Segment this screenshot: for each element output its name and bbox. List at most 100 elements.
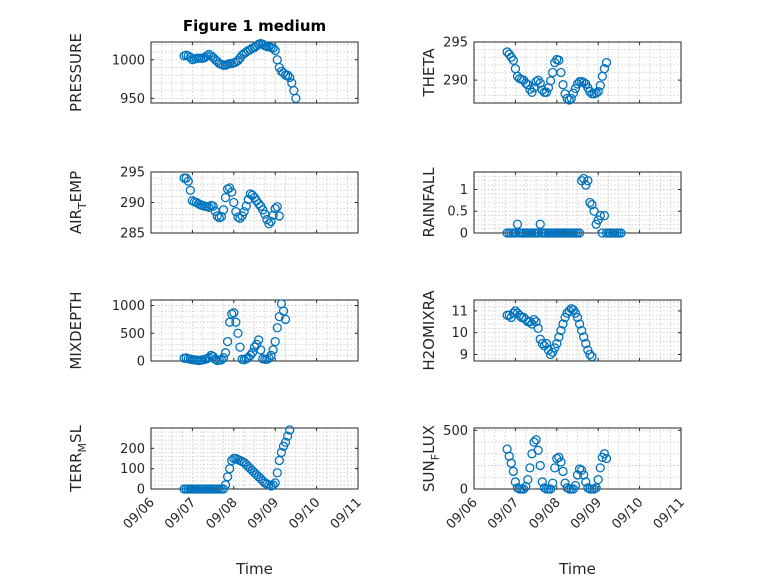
subplot-air-temp: 285 290 295 AIRTEMP: [67, 166, 359, 242]
subplot-h2omixra: 9 10 11 H2OMIXRA: [420, 290, 682, 371]
data-point: [554, 452, 564, 462]
y-tick-label: 290: [120, 196, 145, 211]
data-point: [270, 45, 280, 56]
subplot-rainfall: 0 0.5 1 RAINFALL: [420, 167, 682, 242]
data-point: [239, 206, 249, 217]
data-point: [262, 214, 272, 225]
data-point: [216, 211, 227, 222]
data-point: [233, 212, 243, 222]
axes-box: [150, 299, 359, 362]
data-point: [556, 457, 566, 467]
data-point: [548, 478, 558, 488]
data-point: [595, 210, 605, 221]
data-point: [256, 345, 266, 355]
data-point: [574, 319, 585, 329]
data-point: [535, 460, 545, 471]
grid-lines: [151, 172, 358, 233]
x-tick-label: 09/08: [527, 495, 564, 532]
data-point: [545, 349, 556, 360]
grid-lines: [474, 300, 681, 361]
data-point: [529, 83, 539, 93]
y-tick-label: 285: [120, 227, 145, 242]
data-point: [272, 202, 282, 212]
data-point: [581, 180, 591, 190]
data-point: [599, 449, 610, 459]
data-point: [512, 219, 523, 229]
data-point: [570, 480, 581, 491]
data-point: [253, 335, 264, 345]
data-point: [268, 43, 278, 53]
x-tick-label: 09/10: [286, 495, 323, 532]
data-point: [285, 72, 295, 83]
data-point: [525, 463, 535, 473]
data-point: [237, 211, 247, 221]
y-tick-label: 290: [443, 74, 468, 89]
data-point: [282, 431, 293, 441]
data-point: [220, 348, 231, 358]
y-axis-label: AIRTEMP: [67, 171, 89, 234]
data-point: [581, 477, 591, 487]
data-point: [241, 201, 251, 211]
data-point: [523, 474, 533, 485]
data-point: [266, 350, 276, 361]
data-point: [276, 447, 287, 458]
data-point: [591, 219, 601, 229]
subplot-terr-msl: 09/06 09/07 09/08 09/09 09/10 09/11 0 100 200 TER…: [67, 424, 365, 578]
data-point: [554, 55, 564, 65]
x-tick-label: 09/06: [121, 495, 158, 532]
y-tick-label: 0: [460, 483, 468, 498]
data-point: [216, 355, 227, 365]
grid-lines: [474, 172, 681, 233]
data-point: [587, 200, 597, 210]
data-point: [266, 216, 276, 227]
y-axis-label: THETA: [420, 48, 438, 98]
subplot-pressure: 950 1000 PRESSURE Figure 1 medium: [67, 17, 359, 112]
data-point: [212, 211, 222, 221]
subplot-sun-flux: 09/06 09/07 09/08 09/09 09/10 09/11 0 500SUNFLU…: [420, 424, 688, 578]
data-point: [591, 483, 601, 493]
y-axis-label: PRESSURE: [67, 33, 85, 112]
data-point: [508, 308, 518, 318]
data-point: [531, 317, 541, 327]
data-point: [558, 319, 568, 329]
data-point: [533, 323, 543, 333]
y-tick-label: 10: [451, 326, 468, 341]
y-tick-label: 100: [120, 462, 145, 477]
data-point: [585, 349, 595, 360]
x-tick-label: 09/09: [245, 495, 282, 532]
data-point: [585, 197, 595, 208]
data-point: [506, 312, 516, 323]
data-point: [185, 185, 195, 195]
data-point: [268, 345, 278, 355]
data-point: [581, 338, 591, 349]
data-point: [539, 483, 550, 493]
grid-lines: [151, 42, 358, 103]
data-point: [529, 437, 539, 447]
data-point: [272, 323, 282, 333]
data-point: [560, 312, 570, 323]
data-point: [531, 435, 541, 445]
data-point: [193, 199, 204, 209]
grid-lines: [151, 428, 358, 489]
y-axis-label: TERRMSL: [67, 424, 89, 493]
y-tick-label: 1000: [112, 53, 145, 68]
y-tick-label: 11: [451, 304, 468, 319]
data-point: [589, 484, 599, 494]
data-point: [183, 176, 193, 186]
data-point: [229, 197, 239, 208]
x-tick-label: 09/09: [568, 495, 605, 532]
data-point: [537, 338, 547, 349]
y-tick-label: 200: [120, 442, 145, 457]
y-tick-label: 1: [460, 183, 468, 198]
data-point: [545, 76, 556, 86]
data-point: [550, 463, 560, 473]
data-point: [601, 57, 612, 68]
data-point: [247, 348, 258, 358]
data-point: [235, 342, 245, 352]
data-point: [278, 306, 289, 316]
data-point: [568, 88, 579, 98]
data-point: [593, 86, 603, 97]
x-tick-label: 09/11: [328, 495, 365, 532]
data-point: [583, 176, 593, 186]
data-point: [225, 317, 235, 327]
